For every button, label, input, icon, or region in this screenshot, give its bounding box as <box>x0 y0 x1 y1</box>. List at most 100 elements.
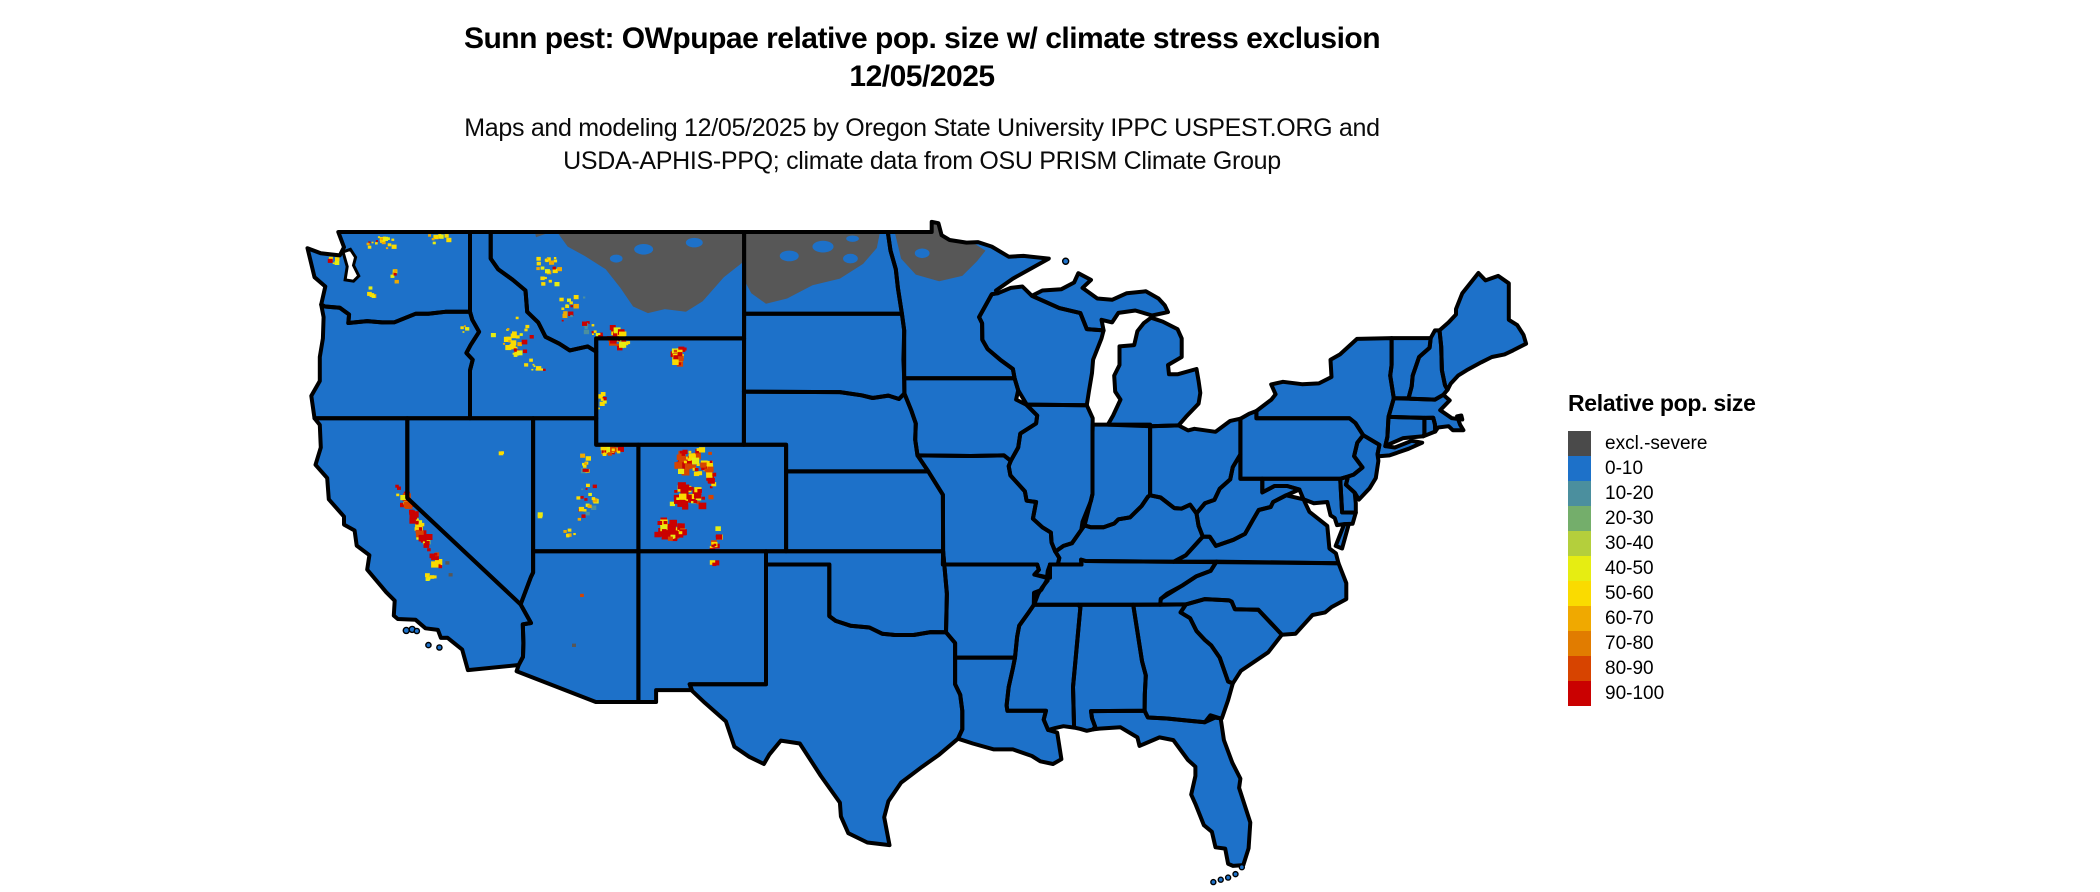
legend-label: 80-90 <box>1605 658 1654 679</box>
island-dot <box>413 627 421 635</box>
state-shape <box>1240 411 1364 479</box>
state-border <box>1437 271 1529 392</box>
state-border <box>1105 315 1203 429</box>
state-shape <box>407 418 534 605</box>
state-shape <box>904 378 1038 461</box>
state-border <box>1158 559 1349 637</box>
legend-swatch <box>1568 631 1591 656</box>
state-shape <box>786 471 944 552</box>
legend-label: 10-20 <box>1605 483 1654 504</box>
state-shape <box>516 551 639 702</box>
legend-label: 40-50 <box>1605 558 1654 579</box>
legend-item: 60-70 <box>1568 606 1756 631</box>
legend-item: 20-30 <box>1568 506 1756 531</box>
map-title-line1: Sunn pest: OWpupae relative pop. size w/… <box>463 22 1381 55</box>
state-shape <box>979 286 1104 406</box>
legend-label: 60-70 <box>1605 608 1654 629</box>
legend-label: 30-40 <box>1605 533 1654 554</box>
island-dot <box>1061 257 1070 265</box>
legend-swatch <box>1568 606 1591 631</box>
legend: Relative pop. size excl.-severe 0-10 10-20… <box>1568 390 1756 706</box>
state-shape <box>1385 416 1425 447</box>
state-shape <box>766 551 947 635</box>
legend-label: 20-30 <box>1605 508 1654 529</box>
legend-swatch <box>1568 531 1591 556</box>
state-shape <box>1091 710 1251 866</box>
state-shape <box>1084 424 1151 528</box>
state-shape <box>1262 478 1356 526</box>
legend-swatch <box>1568 506 1591 531</box>
island-dot <box>425 641 432 649</box>
legend-swatch <box>1568 656 1591 681</box>
legend-swatch <box>1568 481 1591 506</box>
map-exclusion-overlay <box>535 221 986 314</box>
legend-item: excl.-severe <box>1568 431 1756 456</box>
map-state-borders <box>305 219 1529 868</box>
legend-title: Relative pop. size <box>1568 390 1756 416</box>
state-shape <box>1439 273 1527 390</box>
legend-items: excl.-severe 0-10 10-20 20-30 30-40 40-50 50-6… <box>1568 431 1756 706</box>
state-border <box>1089 708 1253 868</box>
state-shape <box>1006 604 1081 730</box>
state-shape <box>1050 495 1203 565</box>
legend-swatch <box>1568 581 1591 606</box>
legend-item: 40-50 <box>1568 556 1756 581</box>
state-shape <box>596 338 745 445</box>
state-shape <box>1256 338 1423 457</box>
state-shape <box>638 551 766 702</box>
state-shape <box>1408 330 1448 400</box>
legend-item: 90-100 <box>1568 681 1756 706</box>
legend-item: 30-40 <box>1568 531 1756 556</box>
island-dot <box>1210 878 1217 886</box>
state-shape <box>1033 559 1217 605</box>
map-subtitle: Maps and modeling 12/05/2025 by Oregon S… <box>464 112 1380 178</box>
legend-label: 90-100 <box>1605 683 1665 704</box>
state-shape <box>743 313 905 399</box>
legend-label: 70-80 <box>1605 633 1654 654</box>
state-shape <box>942 551 1048 658</box>
state-shape <box>314 418 531 671</box>
legend-swatch <box>1568 431 1591 456</box>
legend-item: 80-90 <box>1568 656 1756 681</box>
legend-item: 10-20 <box>1568 481 1756 506</box>
state-shape <box>1107 317 1201 427</box>
legend-item: 0-10 <box>1568 456 1756 481</box>
state-shape <box>1196 454 1300 546</box>
legend-item: 70-80 <box>1568 631 1756 656</box>
state-shape <box>1180 599 1282 684</box>
state-border <box>977 284 1106 408</box>
legend-swatch <box>1568 456 1591 481</box>
island-dot <box>1238 864 1246 871</box>
legend-swatch <box>1568 556 1591 581</box>
island-dot <box>402 626 410 635</box>
map-title: Sunn pest: OWpupae relative pop. size w/… <box>463 20 1381 96</box>
state-shape <box>311 304 480 419</box>
legend-label: 0-10 <box>1605 458 1644 479</box>
state-shape <box>1008 404 1093 552</box>
state-shape <box>466 232 597 419</box>
state-border <box>514 549 641 704</box>
legend-swatch <box>1568 681 1591 706</box>
state-shape <box>689 564 963 846</box>
legend-item: 50-60 <box>1568 581 1756 606</box>
state-shape <box>1160 561 1347 635</box>
map-title-line2: 12/05/2025 <box>849 60 995 93</box>
island-dot <box>1217 876 1224 883</box>
map-subtitle-line2: USDA-APHIS-PPQ; climate data from OSU PR… <box>563 147 1281 175</box>
state-border <box>1029 271 1170 333</box>
state-shape <box>1133 604 1233 723</box>
map-hotspot-speckles <box>327 230 723 647</box>
legend-label: 50-60 <box>1605 583 1654 604</box>
island-dot <box>1224 874 1232 881</box>
island-dot <box>436 644 443 651</box>
state-shape <box>1073 604 1146 731</box>
puget-sound-water <box>341 247 361 283</box>
legend-label: excl.-severe <box>1605 433 1708 454</box>
state-border <box>1260 476 1358 528</box>
map-subtitle-line1: Maps and modeling 12/05/2025 by Oregon S… <box>464 114 1380 142</box>
state-border <box>687 562 965 848</box>
state-shape <box>917 455 1060 578</box>
